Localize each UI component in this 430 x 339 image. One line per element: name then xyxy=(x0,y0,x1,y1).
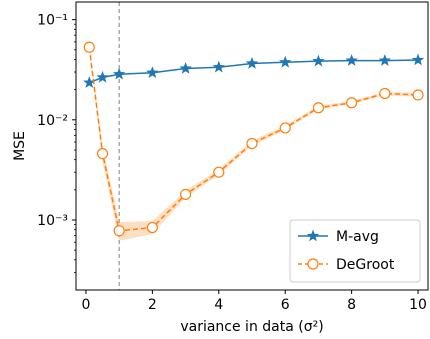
y-tick-label: 10⁻¹ xyxy=(37,13,68,29)
degroot-point xyxy=(279,122,291,134)
m-avg-point xyxy=(179,62,192,74)
m-avg-point xyxy=(312,54,325,67)
m-avg-point xyxy=(279,55,292,68)
plot-layer xyxy=(83,2,425,290)
legend-m-avg-label: M-avg xyxy=(336,229,379,245)
degroot-point xyxy=(96,147,109,160)
x-tick-label: 4 xyxy=(214,297,223,313)
m-avg-point xyxy=(96,70,109,83)
degroot-point xyxy=(312,102,325,114)
x-tick-label: 0 xyxy=(82,297,91,313)
m-avg-point xyxy=(378,54,392,66)
x-axis-label-text: variance in data (σ²) xyxy=(180,319,323,335)
y-tick-label: 10⁻³ xyxy=(37,213,68,229)
legend-degroot-marker xyxy=(307,258,319,270)
degroot-point xyxy=(113,225,125,237)
degroot-point xyxy=(213,166,225,178)
y-axis-label: MSE xyxy=(12,131,28,161)
m-avg-point xyxy=(411,53,425,66)
m-avg-point xyxy=(345,54,358,66)
m-avg-point xyxy=(245,56,259,69)
degroot-point xyxy=(83,41,95,53)
legend-m-avg-marker xyxy=(306,229,320,242)
x-tick-label: 10 xyxy=(409,297,427,313)
degroot-point xyxy=(179,188,192,201)
degroot-point xyxy=(346,97,358,109)
legend-degroot-label: DeGroot xyxy=(336,257,395,273)
x-tick-label: 6 xyxy=(281,297,290,313)
m-avg-point xyxy=(83,76,96,88)
degroot-point xyxy=(379,87,391,100)
degroot-line xyxy=(88,47,419,232)
x-tick-label: 8 xyxy=(347,297,356,313)
degroot-point xyxy=(246,137,258,150)
plot-frame xyxy=(75,1,429,291)
degroot-point xyxy=(146,221,158,234)
m-avg-point xyxy=(112,67,126,80)
legend: M-avg DeGroot xyxy=(289,219,421,283)
axis-layer: 0 2 4 6 8 10 10⁻³ 10⁻² 10⁻¹ xyxy=(37,13,427,313)
m-avg-point xyxy=(212,60,225,73)
y-tick-label: 10⁻² xyxy=(37,113,68,129)
degroot-point xyxy=(412,89,424,101)
x-axis-label: variance in data (σ²) xyxy=(180,319,323,335)
x-tick-label: 2 xyxy=(148,297,157,313)
m-avg-point xyxy=(146,66,159,79)
